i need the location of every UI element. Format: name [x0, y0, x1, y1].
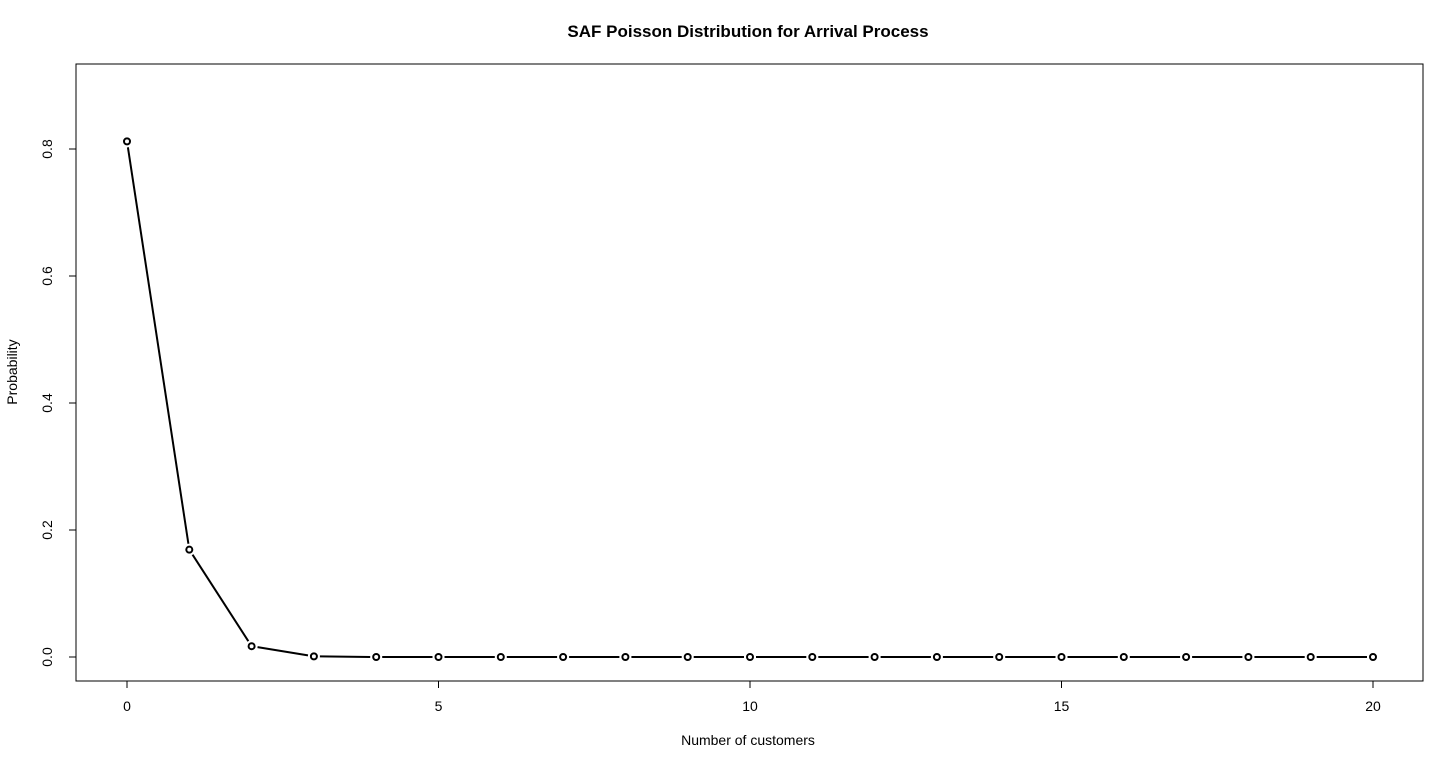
- data-point: [309, 652, 318, 661]
- data-point: [496, 653, 505, 661]
- data-point: [123, 137, 131, 146]
- y-tick-label: 0.6: [39, 266, 55, 286]
- x-tick-label: 0: [123, 698, 131, 714]
- x-tick-label: 5: [435, 698, 443, 714]
- x-axis: 0 5 10 15 20: [123, 681, 1381, 714]
- data-point: [683, 653, 692, 661]
- data-point: [1369, 653, 1377, 661]
- data-point: [1182, 653, 1191, 661]
- data-points: [123, 137, 1377, 661]
- data-point: [372, 653, 381, 661]
- y-tick-label: 0.2: [39, 520, 55, 540]
- x-tick-label: 10: [742, 698, 758, 714]
- x-tick-label: 20: [1365, 698, 1381, 714]
- data-point: [870, 653, 879, 661]
- data-point: [995, 653, 1004, 661]
- y-axis: 0.0 0.2 0.4 0.6 0.8: [39, 139, 76, 667]
- line-segment: [191, 554, 250, 642]
- data-point: [559, 653, 568, 661]
- y-tick-label: 0.4: [39, 393, 55, 413]
- data-point: [1306, 653, 1315, 661]
- plot-frame: [75, 63, 1424, 682]
- data-point: [434, 653, 443, 661]
- line-segment: [319, 655, 371, 658]
- x-tick-label: 15: [1054, 698, 1070, 714]
- data-point: [746, 653, 754, 661]
- y-tick-label: 0.0: [39, 647, 55, 667]
- line-segment: [126, 147, 190, 544]
- data-point: [185, 545, 194, 554]
- data-point: [621, 653, 630, 661]
- y-tick-label: 0.8: [39, 139, 55, 159]
- data-point: [932, 653, 941, 661]
- data-point: [1057, 653, 1066, 661]
- data-point: [247, 642, 256, 651]
- data-point: [1119, 653, 1128, 661]
- y-axis-label: Probability: [4, 339, 20, 404]
- line-segment: [257, 646, 309, 657]
- data-point: [808, 653, 817, 661]
- data-point: [1244, 653, 1253, 661]
- chart-title: SAF Poisson Distribution for Arrival Pro…: [567, 22, 928, 41]
- series-line: [126, 147, 1367, 658]
- x-axis-label: Number of customers: [681, 732, 815, 748]
